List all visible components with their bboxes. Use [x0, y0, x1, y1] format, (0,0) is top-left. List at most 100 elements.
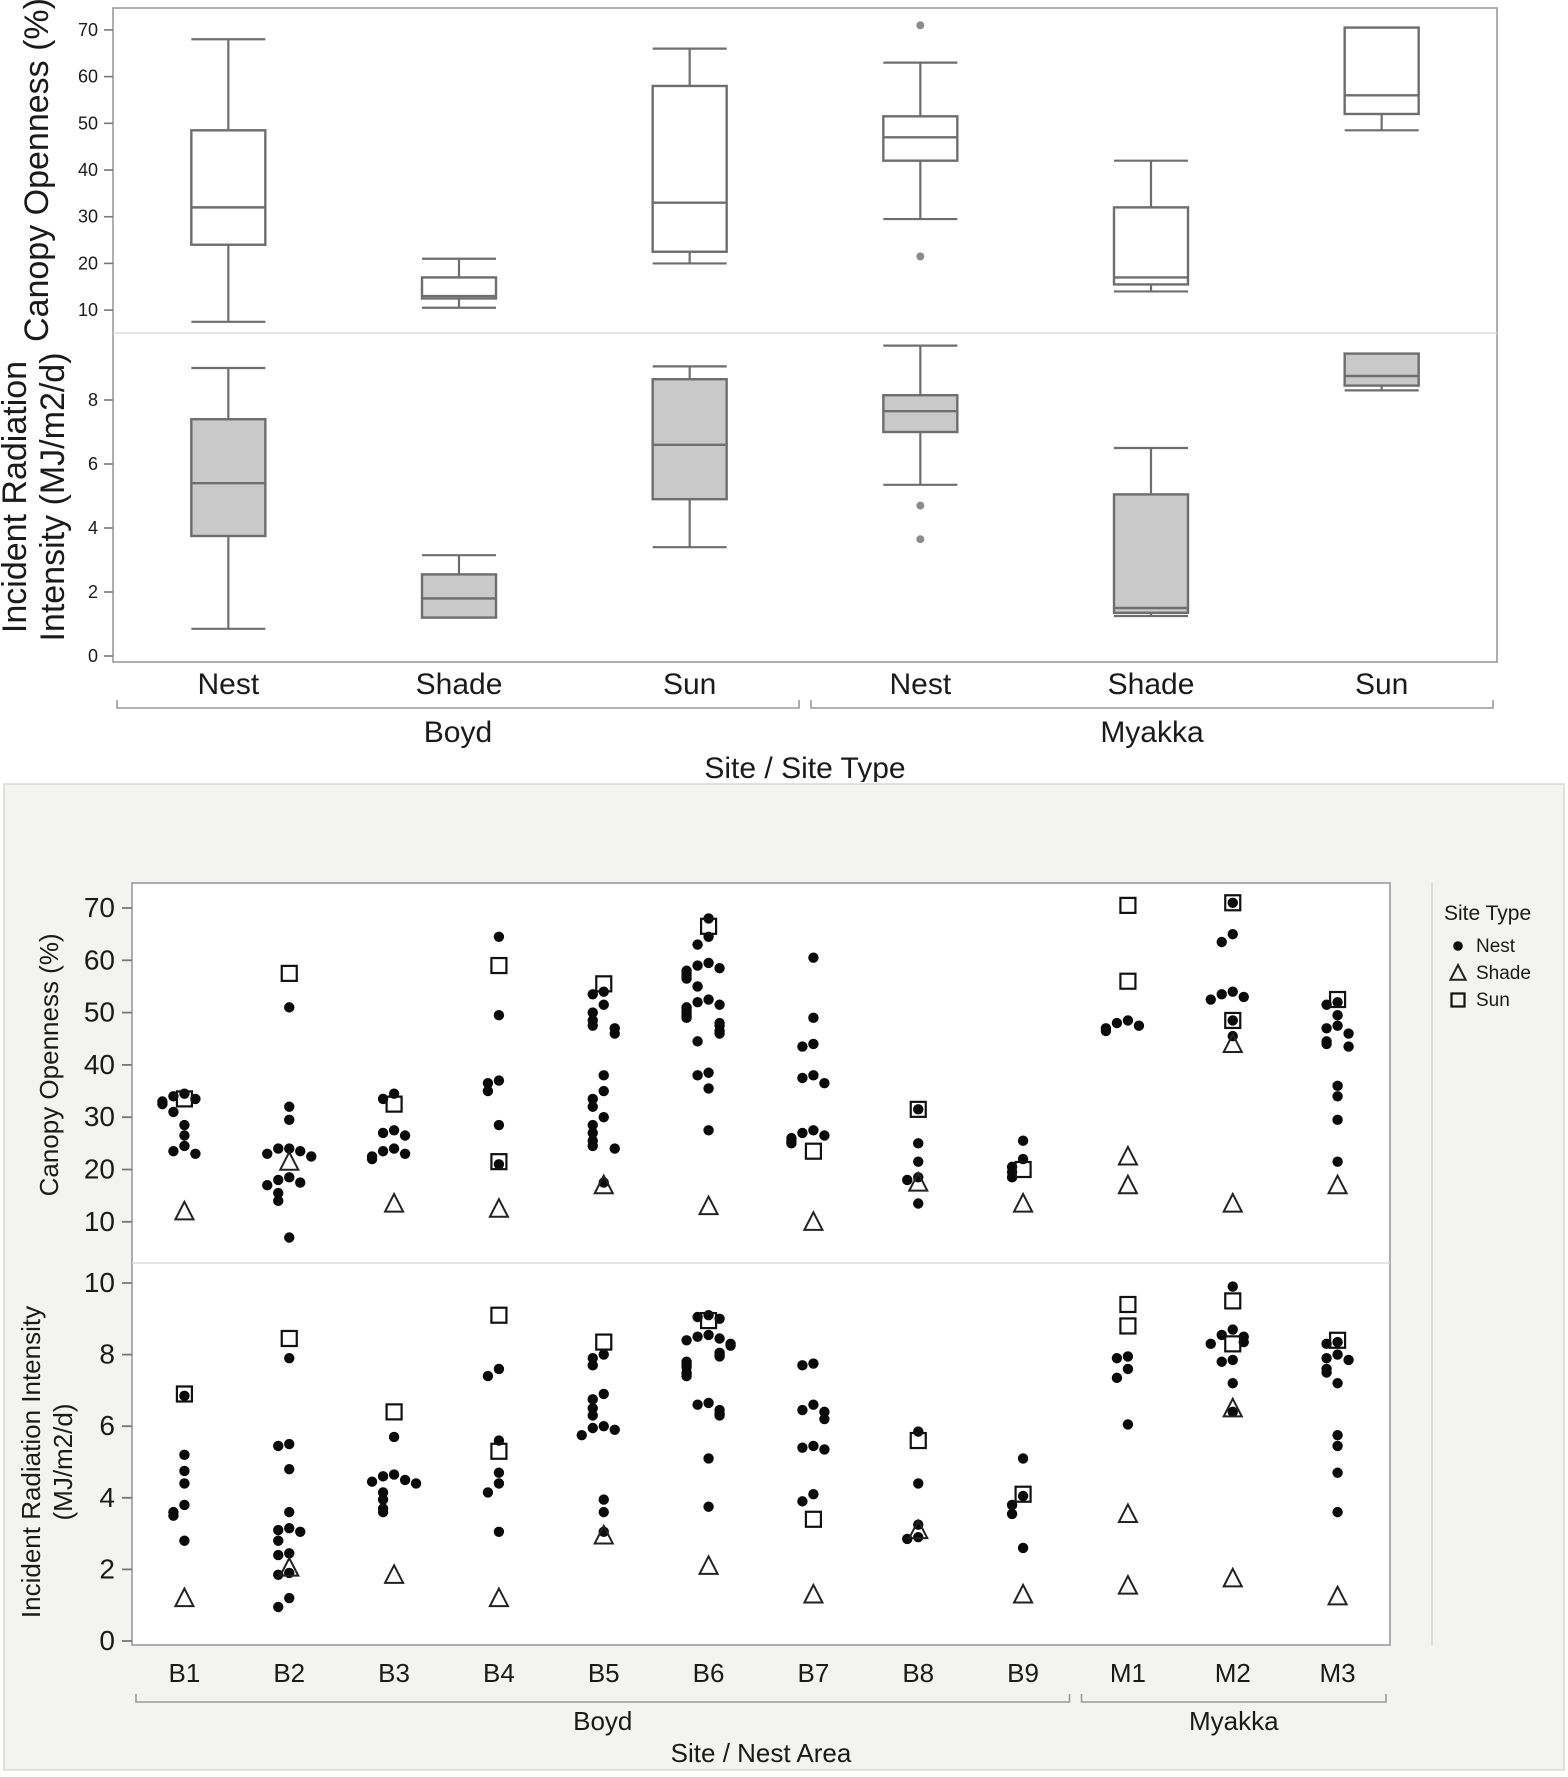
nest-point — [284, 1352, 295, 1364]
box-myakka-nest — [882, 344, 959, 544]
box-rect — [1112, 493, 1190, 614]
nest-point — [681, 1012, 692, 1024]
nest-point — [1238, 991, 1249, 1003]
box-rect — [651, 378, 728, 501]
legend-item-label: Sun — [1476, 990, 1510, 1011]
y-tick-label: 20 — [78, 253, 98, 273]
boxplot-canvas: 10 20 30 40 50 60 70 0 2 4 6 8 Canopy Openness (%) In… — [0, 0, 1498, 785]
nest-point — [1332, 1020, 1343, 1031]
nest-point — [284, 1114, 295, 1126]
nest-point — [179, 1390, 190, 1401]
nest-point — [1122, 1363, 1134, 1375]
shade-point — [1222, 1396, 1244, 1418]
y-tick-label: 50 — [78, 113, 98, 133]
y-tick-label: 70 — [78, 20, 98, 40]
sun-point — [595, 1333, 613, 1351]
nest-point — [388, 1469, 400, 1480]
nest-point — [295, 1145, 306, 1157]
nest-point — [587, 1403, 598, 1414]
nest-point — [714, 1351, 725, 1362]
nest-point — [179, 1140, 190, 1152]
shade-point — [1117, 1173, 1139, 1195]
nest-point — [1111, 1017, 1123, 1029]
nest-point — [681, 1335, 692, 1346]
nest-point — [377, 1471, 389, 1482]
nest-point — [1216, 936, 1227, 948]
nest-point — [179, 1535, 190, 1546]
nest-point — [493, 1010, 505, 1021]
nest-point — [1343, 1028, 1354, 1039]
nest-point — [284, 1101, 295, 1112]
sun-point — [909, 1431, 927, 1450]
nest-point — [493, 1159, 505, 1170]
nest-point — [377, 1487, 389, 1498]
nest-point — [482, 1085, 494, 1097]
shade-point — [1117, 1144, 1139, 1166]
y-tick-label: 50 — [84, 997, 115, 1028]
nest-point — [797, 1496, 808, 1507]
shade-point — [1222, 1191, 1244, 1213]
group-label: Boyd — [424, 716, 492, 749]
radiation-points — [168, 1281, 1354, 1613]
nest-point — [587, 1119, 598, 1131]
nest-point — [598, 1494, 609, 1505]
y-tick-label: 40 — [78, 160, 98, 180]
nest-point — [1227, 1354, 1238, 1366]
nest-point — [377, 1494, 389, 1505]
box-rect — [1112, 206, 1190, 286]
nest-point — [598, 999, 609, 1010]
nest-point — [808, 1440, 819, 1452]
nest-point — [1111, 1352, 1123, 1364]
y-tick-label: 30 — [84, 1101, 115, 1132]
nest-point — [587, 1093, 598, 1105]
sun-point — [1224, 1292, 1242, 1310]
nest-point — [482, 1487, 494, 1498]
legend-item-label: Shade — [1476, 963, 1531, 984]
dotplot-canvas: 10 20 30 40 50 60 70 0 2 4 6 8 10 Canopy Openness (%)… — [3, 783, 1565, 1771]
sun-point — [1014, 1485, 1032, 1503]
nest-point — [410, 1478, 422, 1489]
nest-point — [714, 1333, 725, 1344]
group-bracket — [135, 1694, 1071, 1703]
nest-point — [1227, 1015, 1238, 1026]
nest-point — [703, 1310, 714, 1321]
legend: Site Type Nest Shade Sun — [1444, 902, 1531, 1011]
y-axis-title: Incident Radiation Intensity — [16, 1306, 46, 1618]
nest-point — [703, 1329, 714, 1341]
nest-point — [692, 996, 703, 1008]
nest-point — [493, 1467, 505, 1478]
nest-point — [273, 1440, 284, 1452]
group-bracket — [1080, 1694, 1387, 1703]
y-tick-label: 6 — [88, 454, 98, 474]
nest-point — [598, 1349, 609, 1360]
sun-point — [175, 1385, 194, 1403]
nest-point — [1205, 1338, 1216, 1350]
nest-point — [306, 1151, 317, 1162]
nest-point — [1321, 1038, 1332, 1050]
nest-point — [1332, 1114, 1343, 1126]
nest-point — [295, 1177, 306, 1188]
nest-point — [1111, 1372, 1123, 1384]
nest-point — [1216, 1356, 1227, 1367]
nest-point — [493, 1119, 505, 1131]
box-boyd-nest — [190, 366, 267, 630]
y-tick-label: 2 — [88, 582, 98, 602]
nest-point — [902, 1174, 913, 1186]
nest-point — [692, 939, 703, 950]
shade-point — [802, 1210, 825, 1231]
shade-point — [1117, 1573, 1139, 1595]
sun-point — [280, 1329, 298, 1348]
y-tick-label: 0 — [99, 1625, 115, 1656]
nest-point — [587, 1101, 598, 1112]
x-category-label: B2 — [273, 1658, 305, 1688]
x-category-label: Shade — [1108, 668, 1195, 701]
nest-point — [703, 1501, 714, 1512]
x-category-label: Sun — [1355, 668, 1408, 701]
nest-point — [284, 1592, 295, 1604]
shade-point — [1012, 1582, 1034, 1604]
nest-point — [913, 1138, 924, 1149]
nest-point — [1227, 1406, 1238, 1418]
sun-point — [385, 1095, 403, 1113]
sun-point — [1119, 1295, 1137, 1314]
nest-point — [1017, 1135, 1029, 1146]
